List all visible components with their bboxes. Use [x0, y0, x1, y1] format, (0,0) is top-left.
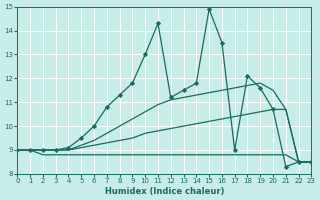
X-axis label: Humidex (Indice chaleur): Humidex (Indice chaleur): [105, 187, 224, 196]
